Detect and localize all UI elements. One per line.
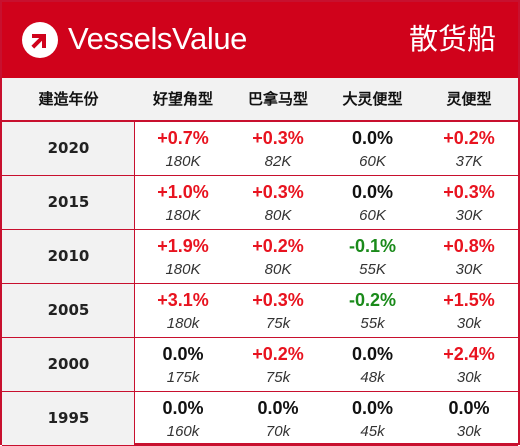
capesize-change-value: +1.0% bbox=[157, 182, 209, 202]
supramax-change-value: -0.2% bbox=[348, 290, 397, 310]
supramax-change-value: 0.0% bbox=[351, 128, 394, 148]
year-cell: 2000 bbox=[2, 338, 135, 391]
capesize-change-value: 0.0% bbox=[162, 344, 204, 364]
year-cell: 1995 bbox=[2, 392, 135, 445]
supramax-price-value: 60K bbox=[359, 207, 386, 224]
build-year: 2005 bbox=[47, 301, 90, 319]
build-year: 2000 bbox=[47, 355, 90, 373]
panamax-change-value: +0.3% bbox=[252, 182, 304, 202]
build-year: 2015 bbox=[47, 193, 90, 211]
table-row: 1995 0.0% 160k 0.0% 70k 0.0% 45k 0.0% 30k bbox=[2, 392, 518, 446]
handysize-price-value: 30k bbox=[456, 369, 482, 386]
panamax-price-value: 75k bbox=[265, 315, 291, 332]
supramax-change-value: 0.0% bbox=[351, 398, 394, 418]
handysize-change-value: +0.8% bbox=[443, 236, 495, 256]
capesize-change-value: 0.0% bbox=[162, 398, 204, 418]
year-cell: 2015 bbox=[2, 176, 135, 229]
build-year: 2010 bbox=[47, 247, 90, 265]
capesize-price-value: 180K bbox=[165, 153, 201, 170]
supramax-change-value: 0.0% bbox=[351, 182, 394, 202]
supramax-change-value: -0.1% bbox=[348, 236, 397, 256]
capesize-price-value: 180k bbox=[166, 315, 200, 332]
column-header-capesize: 好望角型 bbox=[152, 90, 213, 108]
panamax-price-value: 75k bbox=[265, 369, 291, 386]
handysize-change-value: 0.0% bbox=[448, 398, 490, 418]
handysize-price-value: 30K bbox=[455, 207, 483, 224]
capesize-change-value: +3.1% bbox=[157, 290, 209, 310]
handysize-change-value: +0.3% bbox=[443, 182, 495, 202]
column-header-supramax: 大灵便型 bbox=[342, 90, 403, 108]
year-cell: 2010 bbox=[2, 230, 135, 283]
capesize-price-value: 180K bbox=[165, 207, 201, 224]
supramax-price-value: 55k bbox=[360, 315, 385, 332]
panamax-price-value: 70k bbox=[265, 423, 291, 440]
table-header-row: 建造年份 好望角型 巴拿马型 大灵便型 灵便型 bbox=[2, 78, 518, 122]
sector-title: 散货船 bbox=[408, 22, 496, 56]
year-cell: 2005 bbox=[2, 284, 135, 337]
handysize-price-value: 30K bbox=[455, 261, 483, 278]
column-header-panamax: 巴拿马型 bbox=[247, 90, 308, 108]
panamax-change-value: 0.0% bbox=[257, 398, 299, 418]
build-year: 2020 bbox=[47, 139, 90, 157]
handysize-price-value: 30k bbox=[456, 315, 482, 332]
panamax-change-value: +0.2% bbox=[252, 236, 304, 256]
header-banner: VesselsValue 散货船 bbox=[2, 2, 518, 78]
supramax-change-value: 0.0% bbox=[351, 344, 394, 364]
panamax-price-value: 80K bbox=[264, 261, 292, 278]
handysize-change-value: +2.4% bbox=[443, 344, 495, 364]
table-row: 2010 +1.9% 180K +0.2% 80K -0.1% 55K +0.8% 30K bbox=[2, 230, 518, 284]
capesize-change-value: +1.9% bbox=[157, 236, 209, 256]
year-cell: 2020 bbox=[2, 122, 135, 175]
vesselsvalue-logo-icon bbox=[22, 22, 58, 58]
handysize-change-value: +1.5% bbox=[443, 290, 495, 310]
panamax-price-value: 82K bbox=[264, 153, 292, 170]
table-row: 2015 +1.0% 180K +0.3% 80K 0.0% 60K +0.3% 30K bbox=[2, 176, 518, 230]
supramax-price-value: 48k bbox=[360, 369, 385, 386]
panamax-price-value: 80K bbox=[264, 207, 292, 224]
capesize-change-value: +0.7% bbox=[157, 128, 209, 148]
handysize-price-value: 30k bbox=[456, 423, 482, 440]
column-header-year: 建造年份 bbox=[38, 90, 99, 108]
panamax-change-value: +0.3% bbox=[252, 128, 304, 148]
panamax-change-value: +0.3% bbox=[252, 290, 304, 310]
table-row: 2000 0.0% 175k +0.2% 75k 0.0% 48k +2.4% 30k bbox=[2, 338, 518, 392]
table-row: 2005 +3.1% 180k +0.3% 75k -0.2% 55k +1.5% 30k bbox=[2, 284, 518, 338]
brand-name: VesselsValue bbox=[68, 21, 248, 56]
handysize-change-value: +0.2% bbox=[443, 128, 495, 148]
supramax-price-value: 60K bbox=[359, 153, 386, 170]
supramax-price-value: 45k bbox=[360, 423, 385, 440]
column-header-handysize: 灵便型 bbox=[446, 90, 492, 108]
panamax-change-value: +0.2% bbox=[252, 344, 304, 364]
handysize-price-value: 37K bbox=[455, 153, 483, 170]
build-year: 1995 bbox=[47, 409, 90, 427]
capesize-price-value: 175k bbox=[166, 369, 200, 386]
capesize-price-value: 160k bbox=[166, 423, 200, 440]
supramax-price-value: 55K bbox=[359, 261, 386, 278]
capesize-price-value: 180K bbox=[165, 261, 201, 278]
table-row: 2020 +0.7% 180K +0.3% 82K 0.0% 60K +0.2% 37K bbox=[2, 122, 518, 176]
